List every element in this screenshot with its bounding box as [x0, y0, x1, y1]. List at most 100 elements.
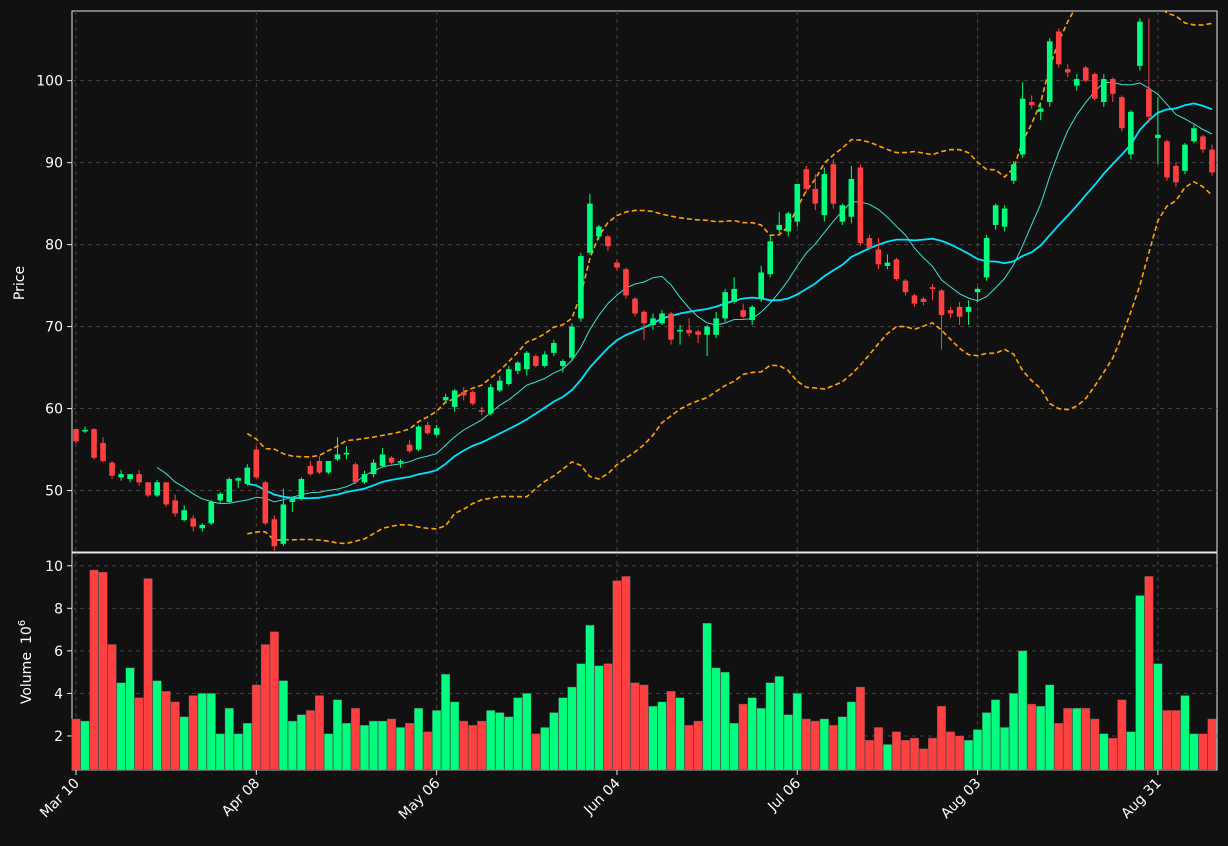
- candle-body: [424, 424, 431, 434]
- volume-bar: [882, 744, 892, 771]
- candle-body: [839, 205, 846, 222]
- volume-bar: [792, 693, 802, 771]
- candle-body: [514, 362, 521, 371]
- price-tick-label: 100: [36, 74, 63, 90]
- volume-bar: [89, 569, 99, 771]
- candle-body: [785, 213, 792, 232]
- volume-bar: [549, 712, 559, 771]
- candle-body: [596, 226, 602, 237]
- volume-bar: [937, 705, 947, 771]
- candle-body: [163, 482, 169, 505]
- candle-body: [280, 504, 287, 544]
- volume-bar: [414, 708, 424, 771]
- volume-bar: [1153, 663, 1163, 771]
- volume-bar: [1171, 710, 1181, 771]
- volume-bar: [1180, 695, 1190, 771]
- volume-bar: [305, 710, 315, 771]
- volume-bar: [441, 674, 451, 771]
- volume-y-ticks: 2 4 6 8 10: [45, 559, 72, 745]
- volume-axis-label-text: Volume: [19, 652, 35, 704]
- candle-body: [758, 272, 765, 299]
- candle-body: [361, 474, 368, 483]
- candle-body: [487, 387, 494, 414]
- volume-bar: [594, 665, 604, 771]
- volume-bar: [828, 725, 838, 771]
- volume-bar: [1045, 684, 1055, 771]
- volume-bar: [864, 740, 874, 771]
- candle-body: [920, 298, 927, 302]
- volume-bar: [964, 740, 974, 771]
- volume-axis-label-unit: 10: [19, 626, 35, 644]
- volume-bar: [170, 701, 180, 771]
- candle-body: [136, 474, 142, 483]
- candle-body: [523, 352, 530, 370]
- volume-bar: [152, 680, 162, 771]
- candle-body: [217, 493, 224, 501]
- candle-body: [884, 262, 891, 266]
- candle-body: [776, 224, 783, 230]
- volume-bar: [720, 671, 730, 771]
- volume-bar: [657, 701, 667, 771]
- volume-bar: [1189, 733, 1199, 771]
- candle-body: [749, 306, 755, 321]
- candle-body: [1191, 128, 1197, 142]
- volume-bar: [513, 697, 523, 771]
- candle-body: [199, 524, 206, 529]
- candle-body: [1028, 101, 1035, 106]
- candle-body: [1082, 67, 1089, 81]
- volume-bar: [909, 737, 919, 771]
- volume-bar: [197, 693, 207, 771]
- volume-bar: [360, 725, 369, 771]
- candle-body: [974, 288, 981, 293]
- candle-body: [1155, 134, 1161, 139]
- volume-axis-label: Volume 106: [17, 620, 35, 704]
- candle-body: [893, 259, 900, 280]
- volume-bar: [567, 686, 577, 771]
- volume-bar: [161, 691, 171, 771]
- volume-bar: [919, 748, 928, 771]
- candle-body: [388, 457, 395, 463]
- candle-body: [451, 390, 458, 407]
- volume-bar: [1090, 718, 1100, 771]
- volume-tick-label: 8: [54, 601, 63, 617]
- candle-body: [379, 454, 386, 466]
- volume-bar: [260, 644, 270, 771]
- volume-bar: [540, 727, 550, 771]
- volume-bar: [928, 737, 937, 771]
- volume-bar: [810, 720, 820, 771]
- candle-body: [983, 238, 990, 278]
- candle-body: [803, 169, 810, 189]
- volume-bar: [855, 686, 865, 771]
- volume-bar: [396, 727, 406, 771]
- volume-bar: [323, 733, 333, 771]
- candle-body: [605, 236, 611, 247]
- volume-bar: [946, 731, 956, 771]
- candle-body: [965, 306, 972, 312]
- candle-body: [127, 474, 133, 480]
- volume-bar: [783, 714, 793, 771]
- candle-body: [731, 288, 737, 302]
- candle-body: [181, 510, 187, 521]
- volume-bar: [693, 720, 703, 771]
- candle-body: [1073, 79, 1080, 86]
- candle-body: [992, 205, 999, 225]
- volume-bar: [612, 580, 622, 771]
- candle-body: [614, 262, 620, 268]
- volume-bar: [215, 733, 225, 771]
- candle-body: [1128, 111, 1134, 155]
- candle-body: [109, 462, 115, 476]
- volume-bar: [738, 703, 748, 771]
- candle-body: [271, 519, 278, 547]
- candle-body: [1173, 165, 1179, 183]
- candle-body: [677, 329, 683, 332]
- candle-body: [857, 167, 864, 243]
- candles: [73, 18, 1215, 552]
- volume-bar: [1072, 708, 1082, 771]
- price-panel: 50 60 70 80 90 100 Price: [12, 10, 1218, 553]
- price-tick-label: 50: [45, 484, 63, 500]
- price-tick-label: 60: [45, 402, 63, 418]
- candle-body: [1010, 164, 1017, 181]
- candle-body: [578, 256, 584, 319]
- candle-body: [794, 183, 801, 222]
